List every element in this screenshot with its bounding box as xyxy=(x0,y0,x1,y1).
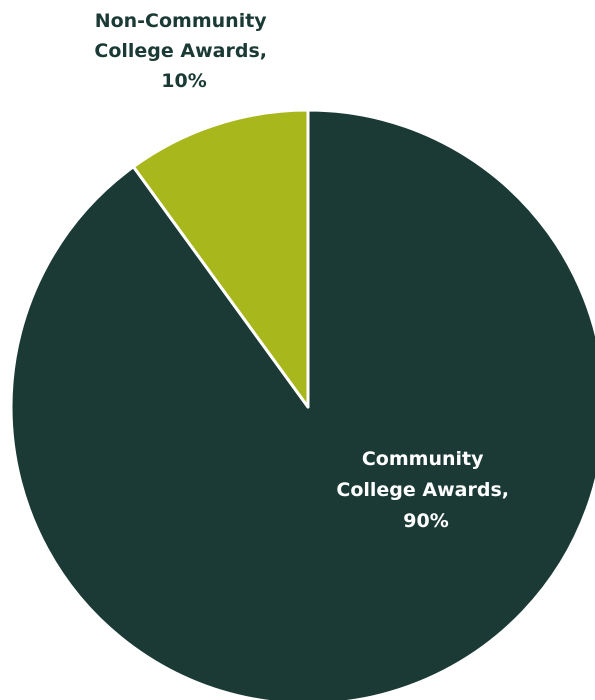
slice-label-non-community-college: Non-Community College Awards, 10% xyxy=(94,10,273,92)
pie-labels: Community College Awards, 90% Non-Commun… xyxy=(94,10,515,532)
slice-label-community-college: Community College Awards, 90% xyxy=(336,448,515,532)
pie-slices xyxy=(9,108,595,700)
pie-slice-non-community-college xyxy=(131,108,310,409)
pie-slice-community-college xyxy=(9,108,595,700)
